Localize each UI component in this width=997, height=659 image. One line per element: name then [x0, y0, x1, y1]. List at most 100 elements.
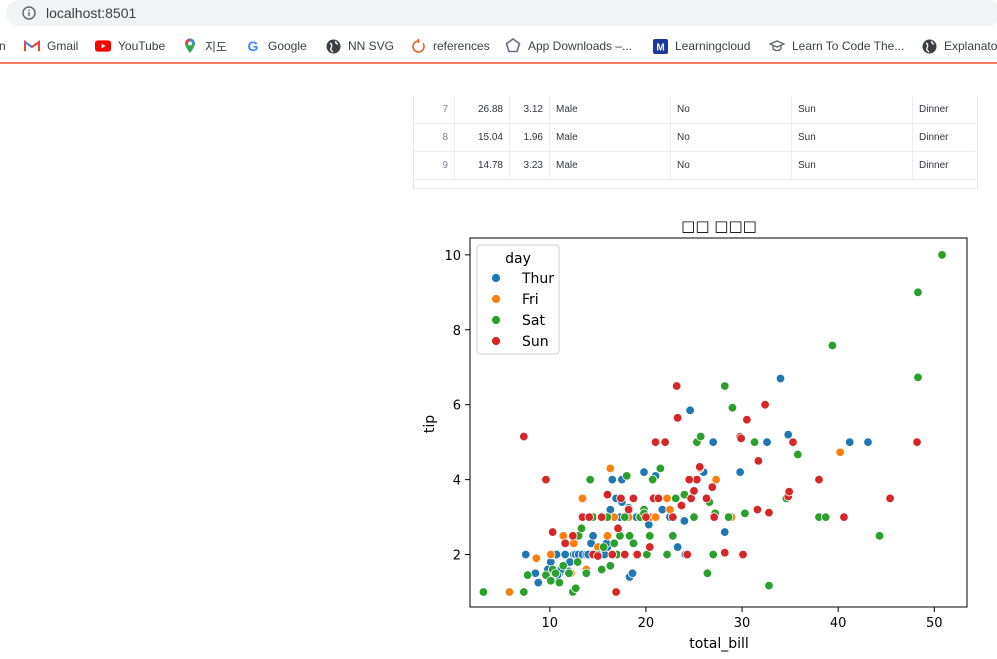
scatter-point-sat — [708, 549, 718, 560]
data-points — [478, 250, 947, 597]
scatter-point-sun — [671, 381, 682, 391]
scatter-point-thur — [708, 437, 718, 447]
scatter-point-sat — [749, 437, 760, 447]
scatter-point-sat — [597, 564, 607, 575]
scatter-point-sat — [522, 570, 533, 580]
scatter-point-sun — [613, 523, 623, 534]
scatter-point-thur — [560, 549, 570, 560]
scatter-point-sun — [784, 486, 794, 497]
legend-marker — [491, 315, 501, 325]
scatter-point-sun — [584, 512, 594, 522]
globe-icon — [921, 38, 937, 54]
y-tick-label: 8 — [453, 324, 461, 339]
cell-total-bill[interactable]: 14.78 — [454, 151, 510, 180]
scatter-point-fri — [577, 493, 588, 504]
cell-smoker[interactable]: No — [670, 151, 792, 180]
scatter-point-sun — [645, 542, 655, 552]
scatter-point-sat — [727, 403, 738, 413]
scatter-point-sat — [564, 568, 574, 578]
bookmark-youtube[interactable]: YouTube — [95, 37, 165, 55]
scatter-point-sun — [672, 413, 683, 423]
bookmark-gmail[interactable]: Gmail — [24, 37, 78, 55]
cell-time[interactable]: Dinner — [912, 123, 975, 152]
bookmark-references[interactable]: references — [410, 37, 490, 55]
bookmark-explanato[interactable]: Explanato — [921, 37, 997, 55]
scatter-point-sun — [689, 486, 699, 496]
cell-time[interactable]: Dinner — [912, 151, 975, 180]
cell-smoker[interactable]: No — [670, 123, 792, 152]
scatter-point-sun — [885, 493, 895, 504]
bookmark-maps[interactable]: 지도 — [182, 37, 227, 55]
scatter-point-sat — [605, 561, 616, 571]
cell-tip[interactable]: 3.12 — [509, 96, 550, 124]
axis-ticks: 10 20 30 40 50 2 4 6 8 10 — [444, 249, 942, 631]
cell-sex[interactable]: Male — [549, 123, 671, 152]
cell-sex[interactable]: Male — [549, 151, 671, 180]
scatter-point-sat — [723, 512, 734, 522]
info-icon[interactable] — [22, 6, 36, 20]
chart-title: □□ □□□ — [681, 217, 757, 235]
bookmark-app-downloads[interactable]: App Downloads –... — [505, 37, 632, 55]
scatter-point-thur — [521, 549, 531, 560]
cell-tip[interactable]: 3.23 — [509, 151, 550, 180]
scatter-point-thur — [530, 568, 541, 578]
bookmark-label: Google — [268, 39, 307, 53]
scatter-point-sat — [874, 531, 885, 541]
url-field[interactable]: localhost:8501 — [6, 0, 997, 26]
cell-day[interactable]: Sun — [791, 151, 913, 180]
scatter-point-sun — [682, 549, 692, 560]
scatter-point-thur — [775, 373, 786, 384]
bookmark-learn-to-code[interactable]: Learn To Code The... — [769, 37, 904, 55]
cell-tip[interactable]: 1.96 — [509, 123, 550, 152]
scatter-point-thur — [588, 531, 598, 541]
cell-day[interactable]: Sun — [791, 96, 913, 124]
legend-label: Fri — [522, 292, 539, 308]
scatter-point-sat — [554, 577, 565, 588]
scatter-point-sat — [668, 531, 678, 541]
y-tick-label: 4 — [453, 474, 461, 489]
legend-label: Sat — [522, 313, 545, 329]
scatter-point-sun — [650, 437, 661, 447]
scatter-point-sun — [641, 512, 651, 522]
scatter-point-sat — [913, 287, 923, 298]
scatter-point-sun — [684, 474, 694, 485]
cell-smoker[interactable]: No — [670, 96, 792, 124]
cell-total-bill[interactable]: 15.04 — [454, 123, 510, 152]
dataframe-table[interactable]: 7 26.88 3.12 Male No Sun Dinner 8 15.04 … — [413, 96, 978, 189]
scatter-point-sat — [571, 583, 581, 593]
y-tick-label: 10 — [444, 249, 461, 264]
bookmark-label: Gmail — [47, 39, 79, 53]
bookmark-partial[interactable]: n — [0, 37, 6, 55]
bookmark-label: n — [0, 39, 6, 53]
bookmarks-bar: n Gmail YouTube 지도 G Google NN SVG refer… — [0, 30, 997, 64]
scatter-point-sun — [764, 507, 774, 518]
plot-frame — [469, 237, 968, 608]
bookmark-google[interactable]: G Google — [245, 37, 307, 55]
bookmark-learningcloud[interactable]: M Learningcloud — [652, 37, 750, 55]
cell-time[interactable]: Dinner — [912, 96, 975, 124]
scatter-point-fri — [650, 512, 661, 522]
table-row: 7 26.88 3.12 Male No Sun Dinner — [414, 96, 975, 124]
scatter-point-sun — [653, 493, 664, 504]
url-text[interactable]: localhost:8501 — [46, 5, 137, 21]
scatter-point-sat — [740, 508, 750, 519]
scatter-point-fri — [546, 549, 556, 560]
legend-marker — [491, 273, 501, 283]
m-badge-icon: M — [652, 38, 668, 54]
scatter-point-fri — [602, 531, 613, 541]
scatter-point-sat — [620, 512, 630, 522]
scatter-point-sat — [720, 381, 730, 391]
scatter-point-sat — [820, 512, 831, 522]
legend-label: Sun — [522, 334, 549, 350]
cell-day[interactable]: Sun — [791, 123, 913, 152]
scatter-point-sun — [628, 493, 639, 504]
scatter-point-thur — [685, 405, 695, 416]
scatter-point-sun — [753, 456, 764, 466]
scatter-point-sun — [668, 512, 678, 522]
bookmark-nn-svg[interactable]: NN SVG — [325, 37, 394, 55]
scatter-point-sat — [572, 557, 583, 567]
scatter-point-sat — [671, 493, 681, 504]
bookmark-label: 지도 — [205, 39, 228, 54]
cell-total-bill[interactable]: 26.88 — [454, 96, 510, 124]
cell-sex[interactable]: Male — [549, 96, 671, 124]
